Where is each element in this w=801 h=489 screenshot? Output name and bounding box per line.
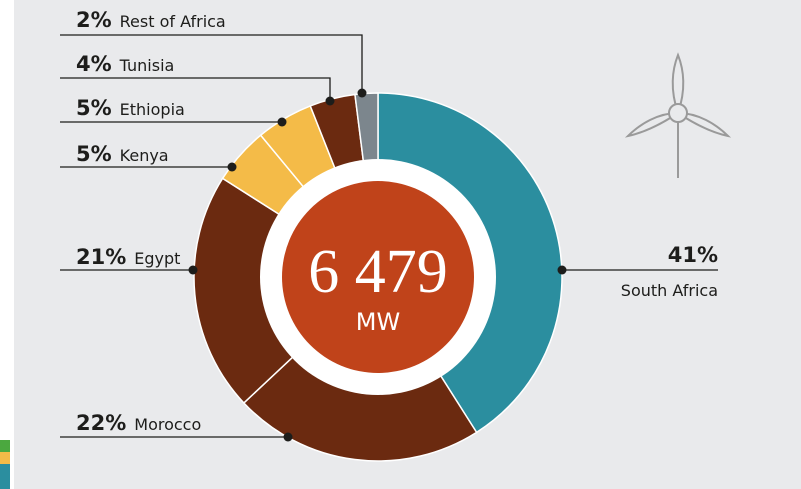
category-label: Ethiopia (120, 100, 185, 119)
value-label: 2% (76, 8, 112, 32)
leader-dot (277, 117, 287, 127)
value-label: 4% (76, 52, 112, 76)
value-label: 22% (76, 411, 126, 435)
value-label: 21% (76, 245, 126, 269)
value-label: 5% (76, 142, 112, 166)
category-label: Morocco (134, 415, 201, 434)
leader-dot (357, 88, 367, 98)
leader-line (60, 34, 363, 93)
category-label: Egypt (134, 249, 180, 268)
category-label: Kenya (120, 146, 169, 165)
leader-dot (557, 265, 567, 275)
center-value: 6 479 (308, 238, 448, 306)
leader-dot (188, 265, 198, 275)
value-label: 5% (76, 96, 112, 120)
value-label: 41% (668, 243, 718, 267)
leader-dot (227, 162, 237, 172)
category-label: South Africa (621, 281, 718, 300)
leader-dot (325, 96, 335, 106)
wind-turbine-icon (624, 52, 732, 178)
edge-strip (0, 452, 10, 464)
category-label: Tunisia (119, 56, 175, 75)
category-label: Rest of Africa (120, 12, 226, 31)
center-circle (282, 181, 474, 373)
leader-line (60, 77, 331, 101)
leader-dot (283, 432, 293, 442)
edge-strip (0, 464, 10, 489)
center-unit: MW (356, 308, 400, 336)
edge-strip (0, 440, 10, 452)
